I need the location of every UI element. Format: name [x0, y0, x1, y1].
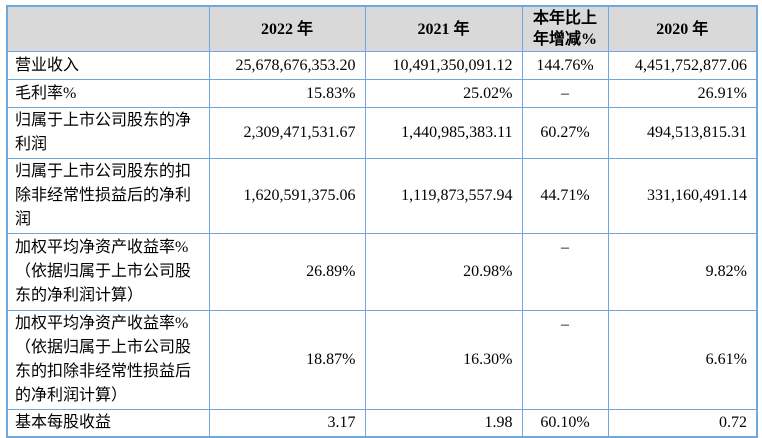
header-empty-cell	[6, 5, 210, 52]
row-label: 毛利率%	[6, 79, 210, 108]
table-row-net-profit-excl-nonrecurring: 归属于上市公司股东的扣 除非经常性损益后的净利 润 1,620,591,375.…	[6, 158, 758, 234]
value-yoy-change: –	[521, 79, 609, 108]
value-2020: 6.61%	[607, 310, 758, 410]
value-2021: 20.98%	[364, 233, 523, 311]
value-2022: 26.89%	[208, 233, 366, 311]
value-2020: 331,160,491.14	[607, 158, 758, 234]
header-year-2021: 2021 年	[364, 5, 523, 52]
table-row-weighted-avg-roe-excl-nonrecurring: 加权平均净资产收益率% （依据归属于上市公司股 东的扣除非经常性损益后 的净利润…	[6, 310, 758, 410]
value-2022: 15.83%	[208, 79, 366, 108]
value-2022: 18.87%	[208, 310, 366, 410]
row-label: 加权平均净资产收益率% （依据归属于上市公司股 东的净利润计算）	[6, 233, 210, 311]
table-row-gross-margin: 毛利率% 15.83% 25.02% – 26.91%	[6, 79, 758, 108]
value-2022: 2,309,471,531.67	[208, 107, 366, 159]
value-2020: 4,451,752,877.06	[607, 51, 758, 80]
financial-summary-table: 2022 年 2021 年 本年比上 年增减% 2020 年 营业收入 25,6…	[6, 5, 758, 438]
value-2021: 1,119,873,557.94	[364, 158, 523, 234]
value-2022: 3.17	[208, 409, 366, 438]
value-yoy-change: –	[521, 310, 609, 410]
header-year-2022: 2022 年	[208, 5, 366, 52]
header-row: 2022 年 2021 年 本年比上 年增减% 2020 年	[6, 5, 758, 52]
table-row-weighted-avg-roe: 加权平均净资产收益率% （依据归属于上市公司股 东的净利润计算） 26.89% …	[6, 233, 758, 311]
value-2021: 16.30%	[364, 310, 523, 410]
row-label: 归属于上市公司股东的扣 除非经常性损益后的净利 润	[6, 158, 210, 234]
header-yoy-change: 本年比上 年增减%	[521, 5, 609, 52]
value-2020: 0.72	[607, 409, 758, 438]
table-row-basic-eps: 基本每股收益 3.17 1.98 60.10% 0.72	[6, 409, 758, 438]
value-2020: 26.91%	[607, 79, 758, 108]
value-2022: 1,620,591,375.06	[208, 158, 366, 234]
value-2021: 25.02%	[364, 79, 523, 108]
header-year-2020: 2020 年	[607, 5, 758, 52]
value-2020: 9.82%	[607, 233, 758, 311]
value-2021: 10,491,350,091.12	[364, 51, 523, 80]
value-yoy-change: 60.10%	[521, 409, 609, 438]
row-label: 加权平均净资产收益率% （依据归属于上市公司股 东的扣除非经常性损益后 的净利润…	[6, 310, 210, 410]
row-label: 基本每股收益	[6, 409, 210, 438]
value-2022: 25,678,676,353.20	[208, 51, 366, 80]
value-yoy-change: 60.27%	[521, 107, 609, 159]
row-label: 归属于上市公司股东的净 利润	[6, 107, 210, 159]
value-2021: 1.98	[364, 409, 523, 438]
value-yoy-change: 44.71%	[521, 158, 609, 234]
table-row-operating-revenue: 营业收入 25,678,676,353.20 10,491,350,091.12…	[6, 51, 758, 80]
value-2020: 494,513,815.31	[607, 107, 758, 159]
value-yoy-change: –	[521, 233, 609, 311]
value-yoy-change: 144.76%	[521, 51, 609, 80]
table-row-net-profit: 归属于上市公司股东的净 利润 2,309,471,531.67 1,440,98…	[6, 107, 758, 159]
row-label: 营业收入	[6, 51, 210, 80]
value-2021: 1,440,985,383.11	[364, 107, 523, 159]
